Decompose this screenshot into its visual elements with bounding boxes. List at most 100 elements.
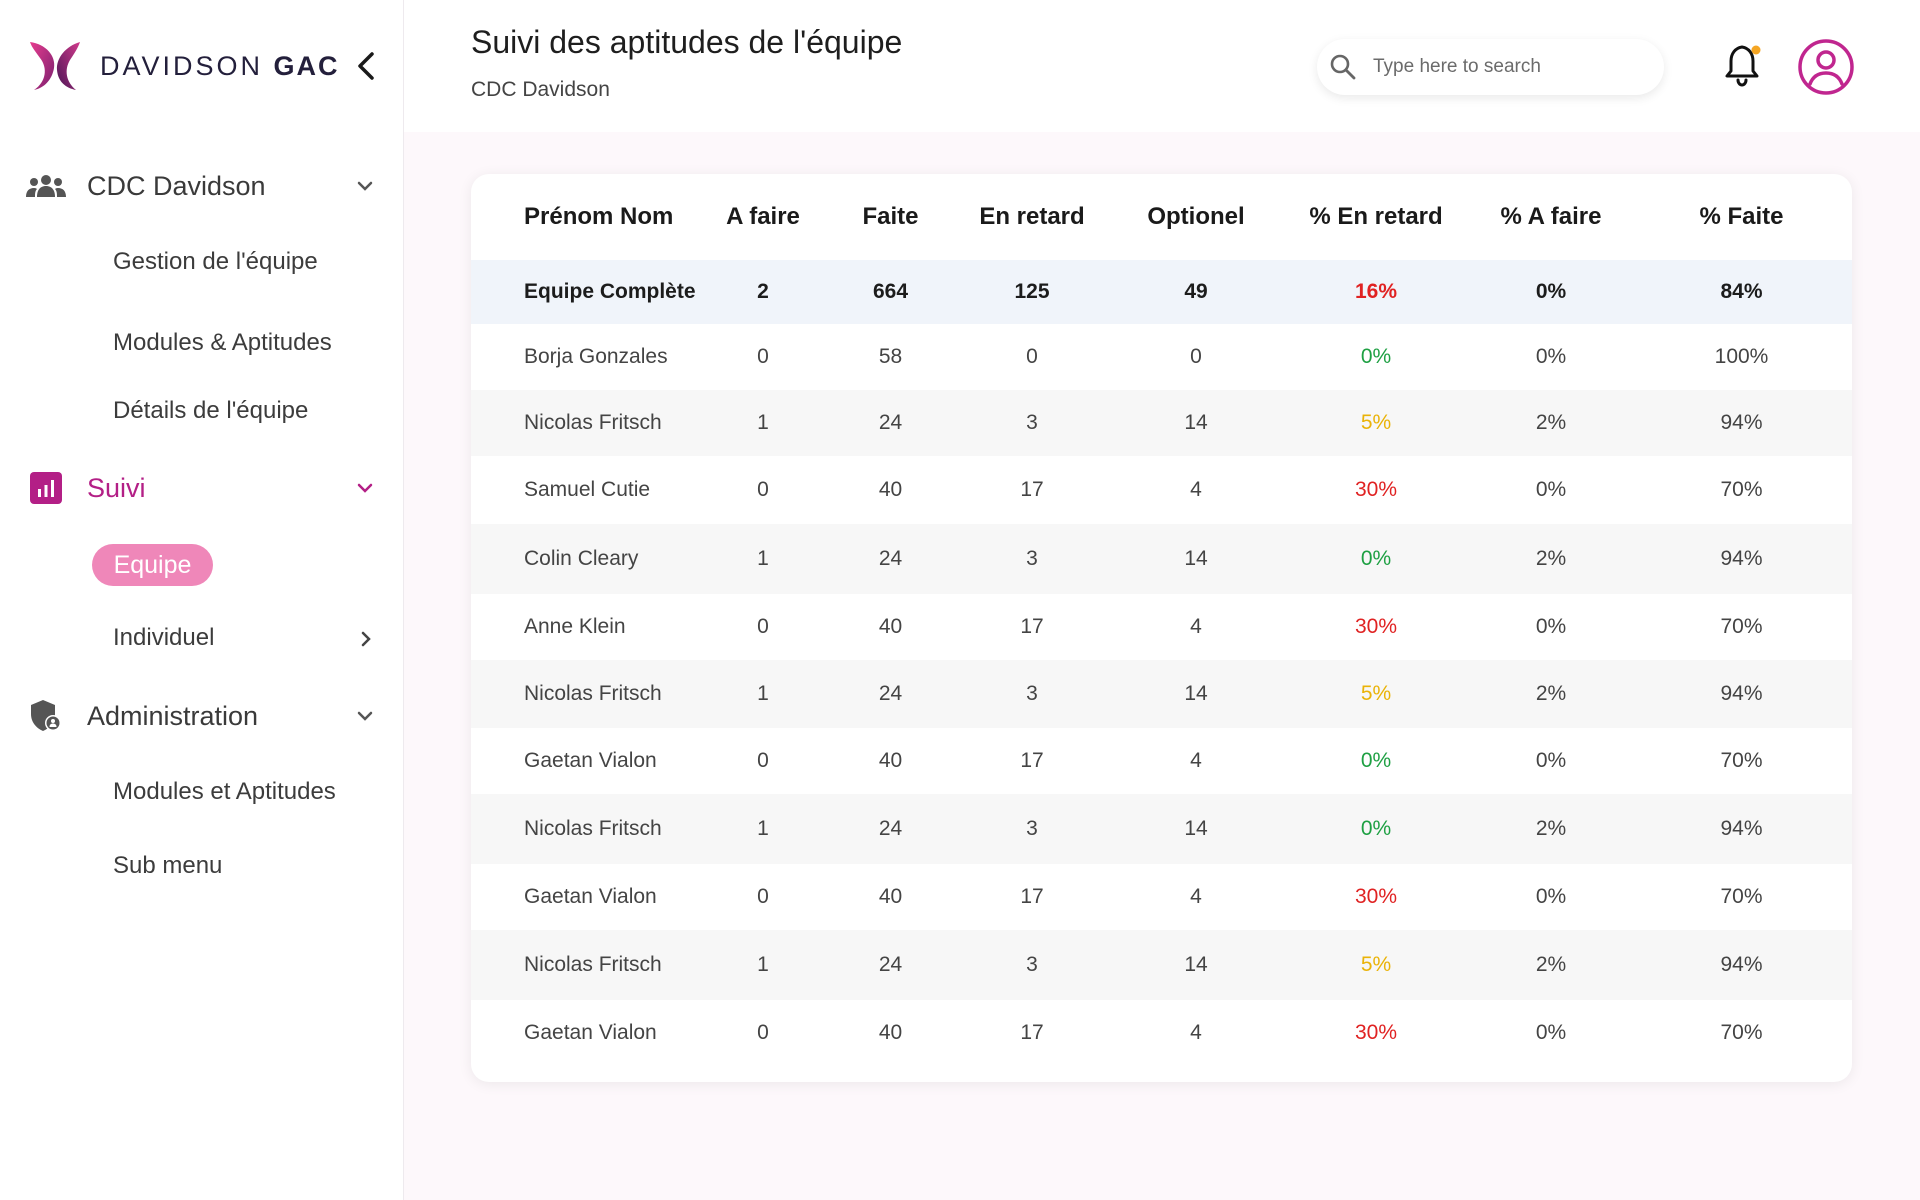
cell-name: Anne Klein [524,615,626,638]
cell-pct-en-retard: 30% [1354,885,1398,908]
cell-pct-en-retard: 5% [1360,682,1392,705]
sidebar-item-equipe[interactable]: Equipe [92,544,213,586]
sidebar-section-suivi[interactable]: Suivi [0,470,404,506]
cell-optionel: 4 [1190,1021,1202,1044]
sidebar-item-gestion-equipe[interactable]: Gestion de l'équipe [113,248,318,275]
cell-pct-faite: 94% [1720,817,1763,840]
sidebar-section-label: Administration [87,700,259,731]
cell-pct-faite: 94% [1720,682,1763,705]
cell-pct-en-retard: 16% [1354,280,1398,303]
cell-faite: 40 [878,478,903,501]
cell-pct-en-retard: 30% [1354,615,1398,638]
sidebar-section-cdc-davidson[interactable]: CDC Davidson [0,168,404,204]
table-row[interactable]: Nicolas Fritsch 1 24 3 14 5% 2% 94% [471,930,1852,1000]
cell-en-retard: 3 [1026,547,1038,570]
cell-pct-faite: 70% [1720,615,1763,638]
search-box[interactable] [1317,39,1664,95]
cell-name: Nicolas Fritsch [524,411,662,434]
column-header-en-retard[interactable]: En retard [979,203,1085,230]
cell-name: Nicolas Fritsch [524,817,662,840]
team-icon [26,168,66,204]
column-header-a-faire[interactable]: A faire [726,203,800,230]
table-row[interactable]: Gaetan Vialon 0 40 17 4 30% 0% 70% [471,1000,1852,1066]
team-skills-table: Prénom Nom A faire Faite En retard Optio… [471,174,1852,1066]
sidebar-section-label: Suivi [87,472,146,503]
cell-pct-a-faire: 2% [1535,411,1567,434]
table-row[interactable]: Gaetan Vialon 0 40 17 4 30% 0% 70% [471,864,1852,930]
table-row[interactable]: Gaetan Vialon 0 40 17 4 0% 0% 70% [471,728,1852,794]
cell-optionel: 0 [1190,345,1202,368]
sidebar-section-administration[interactable]: Administration [0,698,404,734]
cell-a-faire: 1 [757,682,769,705]
column-header-name[interactable]: Prénom Nom [524,203,674,230]
cell-en-retard: 3 [1026,411,1038,434]
cell-name: Gaetan Vialon [524,885,657,908]
sidebar-section-label: CDC Davidson [87,170,266,201]
cell-pct-a-faire: 0% [1535,615,1567,638]
cell-name: Gaetan Vialon [524,1021,657,1044]
cell-faite: 24 [878,953,903,976]
cell-pct-en-retard: 0% [1360,547,1392,570]
table-row[interactable]: Nicolas Fritsch 1 24 3 14 5% 2% 94% [471,660,1852,728]
cell-en-retard: 17 [1020,885,1044,908]
cell-pct-a-faire: 0% [1535,345,1567,368]
user-avatar-icon[interactable] [1797,38,1855,96]
brand-logo[interactable]: DAVIDSON GAC [26,38,340,94]
cell-a-faire: 0 [757,345,769,368]
sidebar-item-individuel[interactable]: Individuel [113,624,215,651]
table-row-total[interactable]: Equipe Complète 2 664 125 49 16% 0% 84% [471,260,1852,324]
sidebar-item-details-equipe[interactable]: Détails de l'équipe [113,397,309,424]
cell-optionel: 14 [1184,547,1208,570]
cell-a-faire: 2 [757,280,769,303]
cell-optionel: 4 [1190,478,1202,501]
cell-optionel: 4 [1190,615,1202,638]
cell-pct-a-faire: 0% [1535,478,1567,501]
sidebar-item-modules-et-aptitudes[interactable]: Modules et Aptitudes [113,778,336,805]
table-row[interactable]: Samuel Cutie 0 40 17 4 30% 0% 70% [471,456,1852,524]
cell-en-retard: 17 [1020,749,1044,772]
table-row[interactable]: Nicolas Fritsch 1 24 3 14 5% 2% 94% [471,390,1852,456]
collapse-sidebar-chevron-left-icon[interactable] [352,50,380,82]
search-icon [1330,54,1356,80]
cell-optionel: 14 [1184,817,1208,840]
cell-faite: 664 [872,280,909,303]
cell-pct-en-retard: 0% [1360,345,1392,368]
cell-a-faire: 1 [757,411,769,434]
cell-en-retard: 3 [1026,817,1038,840]
notification-bell-icon[interactable] [1722,42,1766,88]
table-row[interactable]: Colin Cleary 1 24 3 14 0% 2% 94% [471,524,1852,594]
cell-name: Samuel Cutie [524,478,651,501]
cell-pct-faite: 94% [1720,411,1763,434]
sidebar-item-modules-aptitudes[interactable]: Modules & Aptitudes [113,329,332,356]
table-row[interactable]: Anne Klein 0 40 17 4 30% 0% 70% [471,594,1852,660]
column-header-pct-en-retard[interactable]: % En retard [1309,203,1443,230]
cell-en-retard: 3 [1026,682,1038,705]
cell-name: Nicolas Fritsch [524,682,662,705]
cell-pct-faite: 70% [1720,749,1763,772]
cell-pct-en-retard: 30% [1354,1021,1398,1044]
column-header-pct-a-faire[interactable]: % A faire [1500,203,1602,230]
cell-optionel: 49 [1184,280,1208,303]
search-input[interactable] [1373,56,1643,78]
cell-faite: 24 [878,817,903,840]
cell-en-retard: 17 [1020,1021,1044,1044]
chevron-right-icon[interactable] [356,629,376,649]
cell-faite: 40 [878,1021,903,1044]
cell-a-faire: 0 [757,1021,769,1044]
cell-pct-en-retard: 0% [1360,817,1392,840]
column-header-optionel[interactable]: Optionel [1147,203,1245,230]
cell-name: Gaetan Vialon [524,749,657,772]
cell-faite: 24 [878,682,903,705]
sidebar-item-sub-menu[interactable]: Sub menu [113,852,223,879]
team-skills-table-card: Prénom Nom A faire Faite En retard Optio… [471,174,1852,1082]
column-header-faite[interactable]: Faite [862,203,919,230]
cell-name: Borja Gonzales [524,345,668,368]
cell-pct-faite: 70% [1720,1021,1763,1044]
cell-faite: 58 [878,345,903,368]
column-header-pct-faite[interactable]: % Faite [1699,203,1784,230]
table-row[interactable]: Nicolas Fritsch 1 24 3 14 0% 2% 94% [471,794,1852,864]
butterfly-logo-icon [30,42,80,90]
cell-pct-faite: 84% [1720,280,1763,303]
table-row[interactable]: Borja Gonzales 0 58 0 0 0% 0% 100% [471,324,1852,390]
cell-en-retard: 125 [1014,280,1050,303]
